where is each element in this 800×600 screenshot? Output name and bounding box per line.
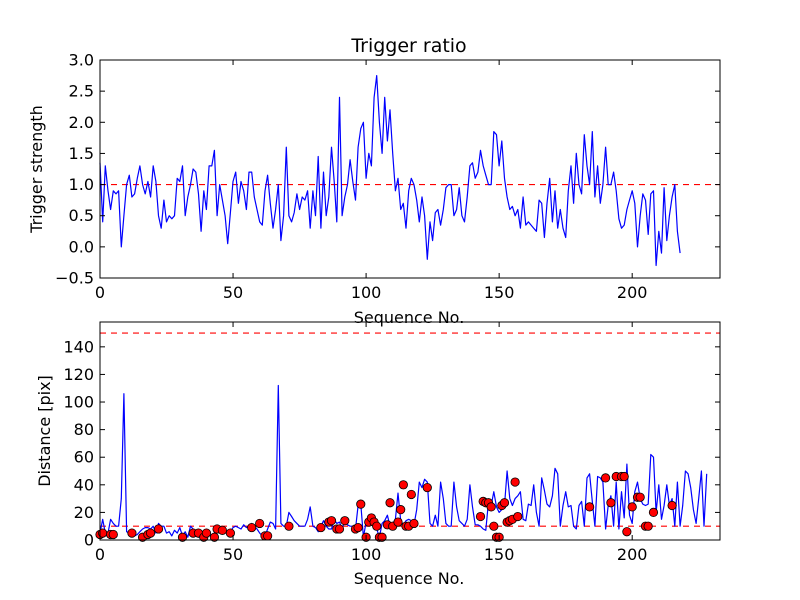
axes-frame	[99, 321, 721, 541]
y-tick-label: 1.0	[69, 175, 94, 194]
data-point-marker	[326, 516, 337, 526]
data-point-marker	[209, 532, 220, 542]
y-tick-label: 100	[63, 393, 94, 412]
x-tick-label: 50	[223, 283, 243, 302]
data-point-marker	[127, 528, 137, 538]
y-tick-label: 140	[63, 337, 94, 356]
data-point-marker	[316, 522, 326, 533]
y-tick-label: −0.5	[55, 269, 94, 288]
data-point-marker	[340, 516, 350, 526]
data-point-marker	[648, 507, 659, 518]
data-point-marker	[334, 524, 345, 534]
x-tick-label: 100	[351, 283, 382, 302]
data-point-marker	[622, 527, 632, 537]
x-tick-label: 100	[351, 545, 382, 564]
data-point-marker	[406, 489, 416, 500]
y-tick-label: 3.0	[69, 51, 94, 70]
data-point-marker	[475, 511, 486, 522]
data-point-marker	[353, 522, 363, 533]
top-plot-area: 0 50 100 150 200 −0.5 0.0 0.5 1.0 1.5 2.0 2.5 3.0	[55, 51, 721, 302]
data-point-marker	[510, 477, 520, 487]
axes-frame	[99, 59, 721, 279]
data-point-marker	[225, 528, 235, 538]
data-point-marker	[217, 525, 228, 535]
data-point-marker	[600, 473, 611, 483]
distance-chart: 0 50 100 150 200 0 20 40 60 80 100 120 140 Sequence …	[35, 321, 721, 588]
bottom-chart-xlabel: Sequence No.	[354, 569, 465, 588]
top-chart-title: Trigger ratio	[350, 35, 466, 57]
data-point-marker	[396, 505, 406, 515]
x-tick-label: 150	[484, 283, 515, 302]
data-point-marker	[635, 492, 645, 502]
data-point-marker	[255, 518, 265, 529]
data-point-marker	[409, 518, 419, 529]
x-tick-label: 50	[223, 545, 243, 564]
data-point-marker	[606, 498, 616, 508]
y-tick-label: 60	[74, 448, 94, 467]
y-tick-label: 40	[74, 475, 94, 494]
x-tick-label: 0	[95, 283, 105, 302]
data-point-marker	[422, 482, 432, 493]
data-point-marker	[398, 480, 408, 490]
trigger-ratio-chart: Trigger ratio 0 50 100 150 200 −0.5 0.0 0.5 1.0 1…	[27, 35, 721, 327]
data-point-marker	[201, 528, 212, 538]
data-point-marker	[284, 521, 294, 531]
data-point-marker	[247, 522, 257, 533]
y-tick-label: 2.0	[69, 113, 94, 132]
bottom-chart-ylabel: Distance [pix]	[35, 375, 54, 487]
data-point-marker	[356, 499, 366, 509]
y-tick-label: 0.5	[69, 206, 94, 225]
data-point-marker	[619, 471, 629, 482]
data-point-marker	[513, 511, 523, 522]
data-point-marker	[145, 528, 156, 538]
x-tick-label: 150	[484, 545, 515, 564]
y-tick-label: 20	[74, 503, 94, 522]
data-point-marker	[385, 498, 395, 508]
data-point-marker	[108, 529, 118, 540]
y-tick-label: 0.0	[69, 237, 94, 256]
data-point-marker	[585, 502, 595, 512]
data-point-marker	[627, 502, 637, 512]
data-point-marker	[377, 532, 387, 542]
top-chart-ylabel: Trigger strength	[27, 105, 46, 234]
series-line	[99, 74, 681, 267]
data-point-marker	[486, 502, 496, 512]
data-point-marker	[393, 517, 403, 527]
data-point-marker	[263, 531, 273, 541]
bottom-plot-area: 0 50 100 150 200 0 20 40 60 80 100 120 140	[63, 321, 721, 564]
data-point-marker	[177, 532, 188, 542]
y-tick-label: 80	[74, 420, 94, 439]
y-tick-label: 0	[84, 531, 94, 550]
x-tick-label: 200	[617, 283, 648, 302]
data-point-marker	[372, 521, 382, 531]
x-tick-label: 0	[95, 545, 105, 564]
data-point-marker	[499, 498, 510, 508]
y-tick-label: 2.5	[69, 82, 94, 101]
data-point-marker	[667, 500, 677, 511]
y-tick-label: 120	[63, 365, 94, 384]
data-point-marker	[643, 521, 653, 531]
data-point-marker	[489, 521, 499, 531]
y-tick-label: 1.5	[69, 144, 94, 163]
top-chart-xlabel: Sequence No.	[354, 308, 465, 327]
data-point-marker	[153, 524, 164, 534]
x-tick-label: 200	[617, 545, 648, 564]
